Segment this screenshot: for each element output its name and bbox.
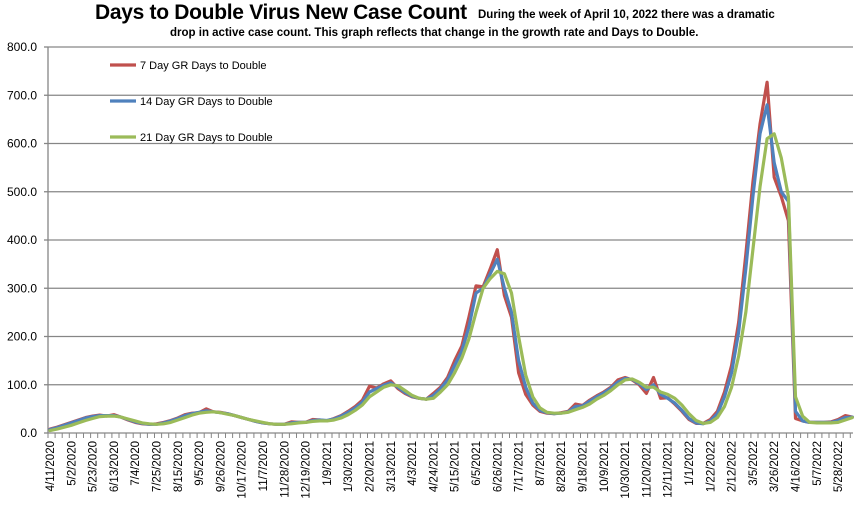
y-axis: 0.0 100.0 200.0 300.0 400.0 500.0 600.0 700.0 80… xyxy=(7,40,49,440)
y-tick-label: 300.0 xyxy=(7,281,37,295)
x-tick-label: 9/18/2021 xyxy=(578,441,590,492)
x-tick-label: 3/13/2021 xyxy=(386,441,398,492)
x-tick-label: 3/26/2022 xyxy=(769,441,781,492)
x-tick-label: 2/12/2022 xyxy=(727,441,739,492)
x-tick-label: 8/7/2021 xyxy=(535,441,547,486)
chart-subtitle-line-1: During the week of April 10, 2022 there … xyxy=(478,9,775,21)
x-tick-label: 1/30/2021 xyxy=(343,441,355,492)
series-line-2 xyxy=(48,103,854,432)
y-tick-label: 600.0 xyxy=(7,137,37,151)
x-tick-label: 1/22/2022 xyxy=(705,441,717,492)
x-tick-label: 9/5/2020 xyxy=(194,441,206,486)
legend-label: 14 Day GR Days to Double xyxy=(140,96,273,108)
x-tick-label: 11/28/2020 xyxy=(279,441,291,498)
series-lines xyxy=(48,80,854,433)
x-tick-label: 2/20/2021 xyxy=(365,441,377,492)
chart-subtitle-line-2: drop in active case count. This graph re… xyxy=(170,27,699,39)
x-tick-label: 5/2/2020 xyxy=(66,441,78,486)
x-tick-label: 3/5/2022 xyxy=(748,441,760,486)
x-tick-label: 6/13/2020 xyxy=(109,441,121,492)
x-tick-label: 12/11/2021 xyxy=(663,441,675,498)
x-tick-label: 10/30/2021 xyxy=(620,441,632,499)
x-tick-label: 7/4/2020 xyxy=(130,441,142,486)
y-tick-label: 0.0 xyxy=(20,426,37,440)
x-tick-label: 4/3/2021 xyxy=(407,441,419,486)
x-tick-label: 5/7/2022 xyxy=(812,441,824,486)
x-tick-label: 10/17/2020 xyxy=(237,441,249,499)
x-tick-label: 6/5/2021 xyxy=(471,441,483,486)
x-axis: 4/11/2020 5/2/2020 5/23/2020 6/13/2020 7/4/2… xyxy=(45,432,853,499)
legend-label: 21 Day GR Days to Double xyxy=(140,132,273,144)
y-tick-label: 800.0 xyxy=(7,40,37,54)
x-tick-label: 8/28/2021 xyxy=(556,441,568,492)
y-tick-label: 700.0 xyxy=(7,88,37,102)
series-line-3 xyxy=(48,132,854,433)
x-tick-label: 7/25/2020 xyxy=(152,441,164,492)
chart-title: Days to Double Virus New Case Count xyxy=(95,1,467,24)
x-tick-label: 9/26/2020 xyxy=(215,441,227,492)
legend-item-1: 7 Day GR Days to Double xyxy=(110,60,267,72)
legend-item-2: 14 Day GR Days to Double xyxy=(110,96,273,108)
x-tick-label: 6/26/2021 xyxy=(492,441,504,492)
y-tick-label: 100.0 xyxy=(7,378,37,392)
legend: 7 Day GR Days to Double 14 Day GR Days to… xyxy=(110,60,273,144)
x-tick-label: 4/11/2020 xyxy=(45,441,57,491)
x-tick-label: 4/24/2021 xyxy=(428,441,440,492)
x-tick-label: 11/7/2020 xyxy=(258,441,270,491)
x-tick-label: 7/17/2021 xyxy=(514,441,526,492)
x-tick-label: 5/23/2020 xyxy=(88,441,100,492)
legend-item-3: 21 Day GR Days to Double xyxy=(110,132,273,144)
x-tick-label: 1/1/2022 xyxy=(684,441,696,486)
x-tick-label: 4/16/2022 xyxy=(791,441,803,492)
x-tick-label: 1/9/2021 xyxy=(322,441,334,486)
x-tick-label: 8/15/2020 xyxy=(173,441,185,492)
y-tick-label: 500.0 xyxy=(7,185,37,199)
x-tick-label: 12/19/2020 xyxy=(301,441,313,499)
y-tick-label: 200.0 xyxy=(7,330,37,344)
legend-label: 7 Day GR Days to Double xyxy=(140,60,267,72)
y-tick-label: 400.0 xyxy=(7,233,37,247)
x-tick-label: 11/20/2021 xyxy=(641,441,653,498)
x-tick-label: 5/15/2021 xyxy=(450,441,462,492)
x-tick-label: 5/28/2022 xyxy=(833,441,845,492)
gridlines xyxy=(48,46,853,386)
x-tick-label: 10/9/2021 xyxy=(599,441,611,492)
